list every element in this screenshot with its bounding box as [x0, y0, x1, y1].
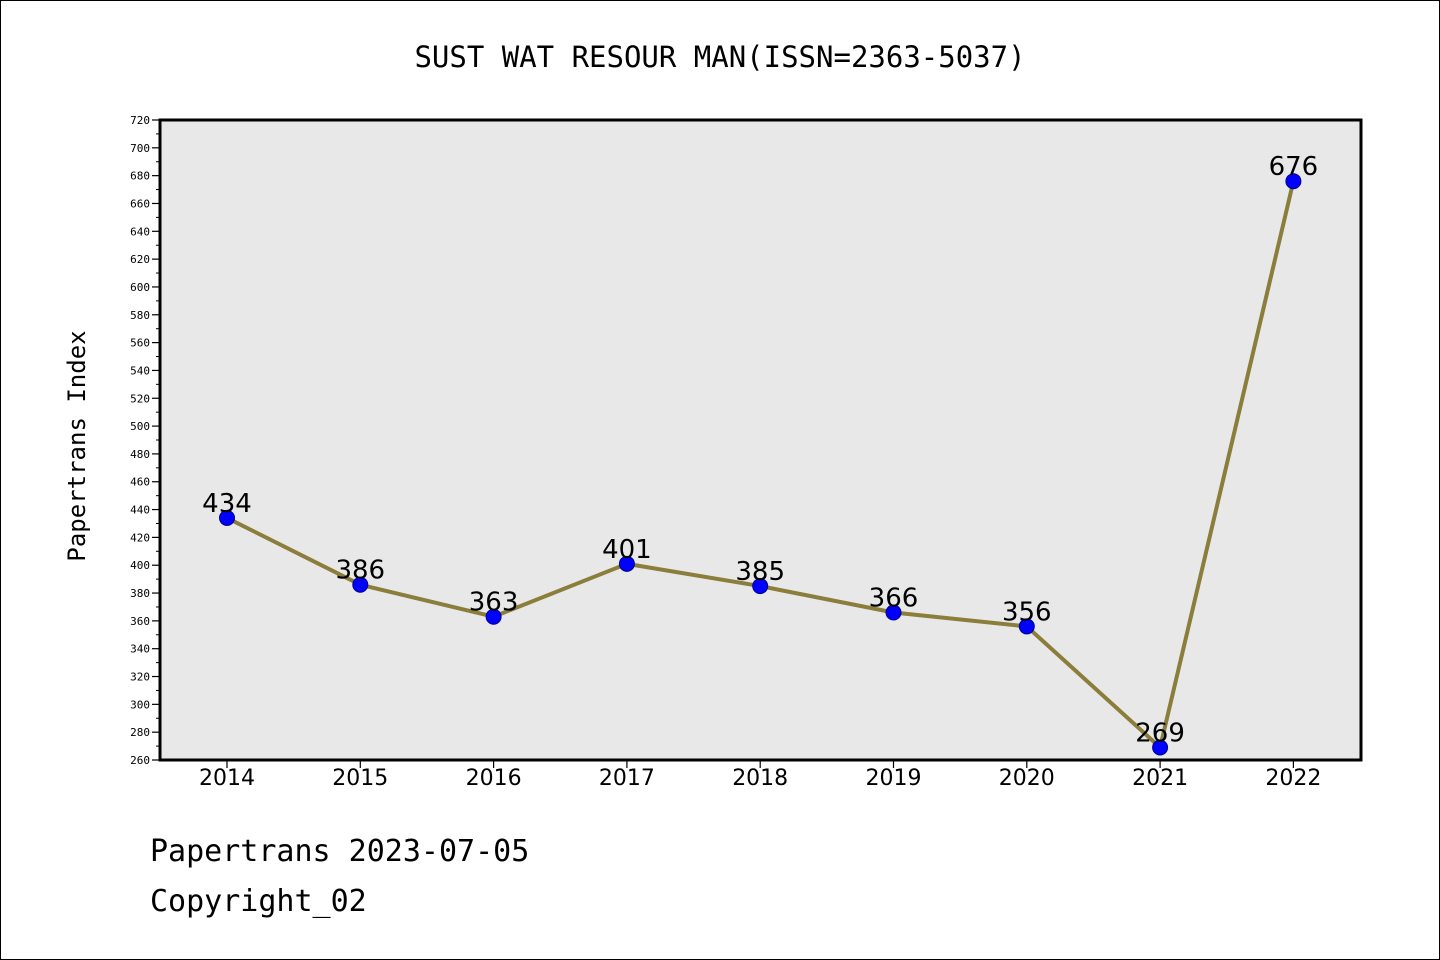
- x-tick-label: 2017: [599, 766, 655, 791]
- y-tick-label: 720: [130, 114, 150, 127]
- data-point: [752, 578, 769, 595]
- y-tick-label: 500: [130, 420, 150, 433]
- chart-title: SUST WAT RESOUR MAN(ISSN=2363-5037): [414, 40, 1025, 74]
- y-tick-label: 420: [130, 531, 150, 544]
- y-tick-label: 620: [130, 253, 150, 266]
- y-tick-label: 520: [130, 392, 150, 405]
- y-tick-label: 600: [130, 281, 150, 294]
- data-point: [1018, 618, 1035, 635]
- data-labels: 434 386 363 401 385 366 356 269 676: [202, 152, 1318, 748]
- data-point: [1285, 173, 1302, 190]
- y-tick-label: 440: [130, 504, 150, 517]
- data-point: [885, 604, 902, 621]
- x-tick-label: 2022: [1265, 766, 1321, 791]
- x-axis: 2014 2015 2016 2017 2018 2019 2020 2021 2022: [199, 760, 1321, 791]
- y-tick-label: 580: [130, 309, 150, 322]
- x-tick-label: 2016: [466, 766, 522, 791]
- y-tick-label: 700: [130, 142, 150, 155]
- y-tick-label: 660: [130, 197, 150, 210]
- data-label: 386: [335, 556, 385, 586]
- data-label: 356: [1002, 597, 1052, 627]
- series: [219, 173, 1302, 756]
- footer-copyright: Copyright_02: [150, 884, 367, 919]
- y-tick-label: 640: [130, 225, 150, 238]
- x-tick-label: 2015: [332, 766, 388, 791]
- y-tick-label: 360: [130, 615, 150, 628]
- x-tick-label: 2021: [1132, 766, 1188, 791]
- y-tick-label: 340: [130, 643, 150, 656]
- y-tick-label: 300: [130, 698, 150, 711]
- data-label: 434: [202, 489, 252, 519]
- y-tick-label: 560: [130, 337, 150, 350]
- data-label: 676: [1269, 152, 1319, 182]
- x-tick-label: 2018: [732, 766, 788, 791]
- y-tick-label: 260: [130, 754, 150, 767]
- footer-date: Papertrans 2023-07-05: [150, 834, 530, 869]
- data-point: [618, 555, 635, 572]
- data-label: 385: [735, 557, 785, 587]
- data-label: 401: [602, 535, 652, 565]
- data-point: [219, 509, 235, 526]
- y-tick-label: 280: [130, 726, 150, 739]
- data-point: [352, 576, 369, 593]
- y-axis-label: Papertrans Index: [63, 330, 91, 561]
- y-tick-label: 380: [130, 587, 150, 600]
- x-tick-label: 2014: [199, 766, 255, 791]
- plot-area: [158, 118, 1363, 762]
- x-tick-label: 2020: [999, 766, 1055, 791]
- data-point: [485, 608, 502, 625]
- y-tick-label: 400: [130, 559, 150, 572]
- x-tick-label: 2019: [866, 766, 922, 791]
- y-axis: 260 280 300 320 340 360 380 400 420 440 460 480 500 5…: [130, 114, 160, 767]
- y-tick-label: 540: [130, 364, 150, 377]
- y-tick-label: 480: [130, 448, 150, 461]
- y-tick-label: 680: [130, 170, 150, 183]
- data-label: 269: [1135, 718, 1185, 748]
- data-label: 363: [469, 588, 519, 618]
- y-tick-label: 460: [130, 476, 150, 489]
- data-point: [1152, 739, 1169, 756]
- data-label: 366: [869, 584, 919, 614]
- y-tick-label: 320: [130, 671, 150, 684]
